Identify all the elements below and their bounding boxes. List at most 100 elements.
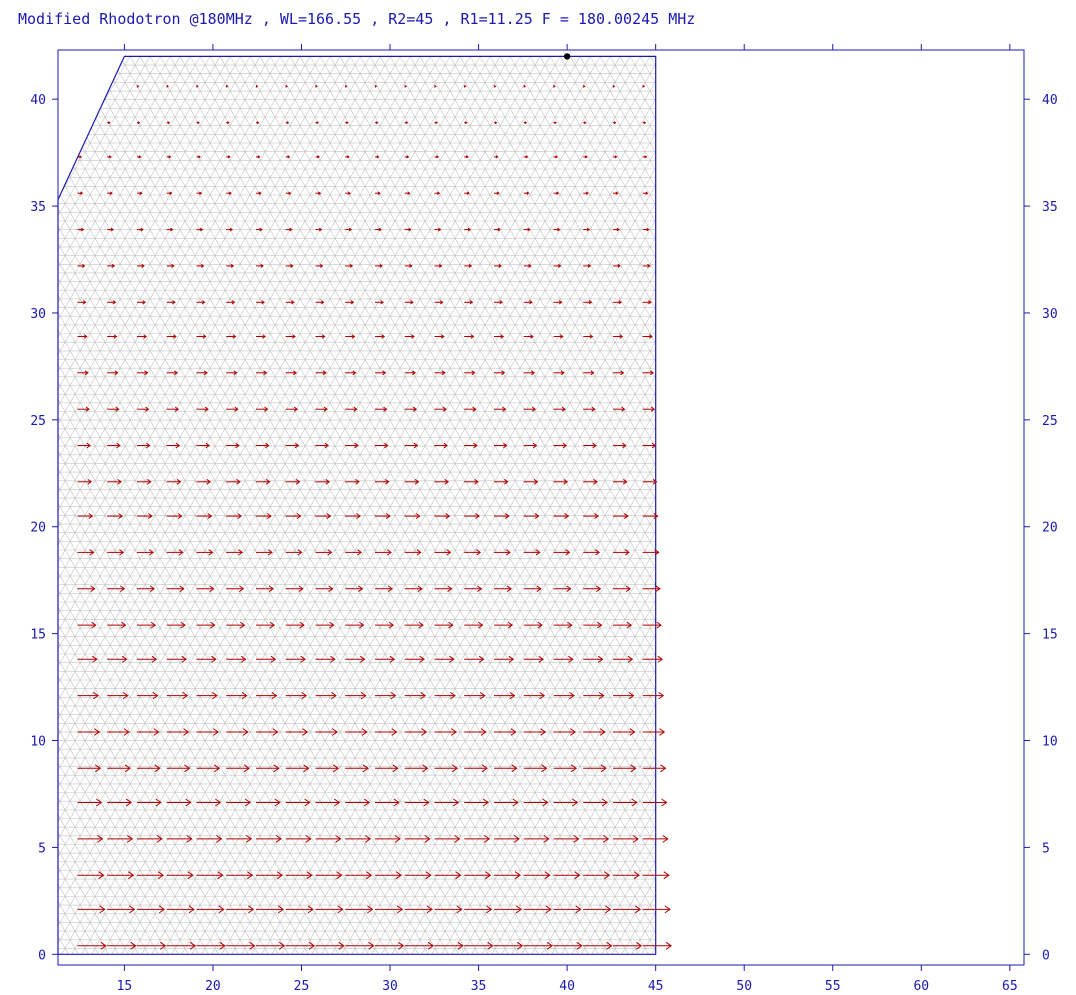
field-arrow (256, 728, 279, 736)
field-arrow (434, 227, 442, 232)
field-arrow (137, 121, 141, 125)
field-arrow (642, 334, 653, 339)
field-arrow (285, 300, 295, 305)
field-arrow (285, 155, 291, 159)
field-arrow (583, 798, 608, 807)
field-arrow (137, 905, 166, 914)
field-arrow (523, 300, 533, 305)
field-arrow (107, 406, 120, 412)
field-arrow (404, 871, 432, 880)
field-arrow (196, 728, 219, 736)
field-arrow (404, 155, 410, 159)
field-arrow (583, 655, 604, 663)
field-arrow (285, 585, 304, 593)
field-arrow (375, 585, 393, 593)
field-arrow (404, 764, 429, 773)
y-tick-label-right: 15 (1042, 628, 1058, 643)
field-arrow (345, 798, 370, 807)
field-arrows (77, 84, 672, 950)
field-arrow (494, 300, 503, 305)
field-arrow (285, 334, 296, 339)
field-arrow (137, 549, 154, 556)
field-arrow (345, 621, 365, 629)
field-arrow (523, 691, 546, 700)
field-arrow (642, 549, 660, 556)
field-arrow (642, 871, 670, 880)
field-arrow (375, 155, 380, 159)
field-arrow (137, 871, 164, 880)
field-arrow (464, 121, 468, 125)
field-arrow (434, 764, 459, 773)
field-arrow (583, 370, 595, 376)
field-arrow (494, 728, 517, 736)
field-arrow (494, 406, 507, 412)
field-arrow (464, 227, 471, 232)
y-tick-label-right: 40 (1042, 93, 1058, 108)
field-arrow (226, 585, 245, 593)
field-arrow (494, 370, 506, 376)
field-arrow (226, 406, 239, 412)
field-arrow (553, 764, 578, 773)
field-arrow (553, 263, 562, 268)
field-arrow (226, 905, 255, 914)
field-arrow (345, 655, 366, 663)
field-arrow (285, 941, 315, 950)
field-arrow (166, 655, 187, 663)
field-arrow (523, 227, 531, 232)
field-arrow (226, 871, 254, 880)
field-arrow (166, 834, 193, 843)
field-arrow (256, 905, 285, 914)
field-arrow (434, 406, 447, 412)
field-arrow (137, 300, 146, 305)
y-tick-label-right: 5 (1042, 841, 1050, 856)
field-arrow (315, 263, 324, 268)
field-arrow (463, 84, 467, 88)
field-arrow (166, 263, 175, 268)
field-arrow (464, 585, 483, 593)
field-arrow (226, 764, 250, 773)
field-arrow (77, 871, 105, 880)
field-arrow (137, 334, 148, 339)
field-arrow (166, 798, 192, 807)
field-arrow (285, 191, 292, 195)
field-arrow (196, 370, 208, 376)
field-arrow (196, 513, 213, 520)
field-arrow (196, 478, 212, 485)
field-arrow (166, 227, 174, 232)
field-arrow (375, 191, 381, 195)
field-arrow (375, 549, 392, 556)
field-arrow (315, 585, 334, 593)
field-arrow (375, 513, 391, 520)
field-arrow (494, 227, 501, 232)
field-arrow (464, 728, 487, 736)
field-arrow (345, 227, 352, 232)
field-arrow (523, 621, 543, 629)
field-arrow (77, 728, 100, 736)
field-arrow (523, 263, 532, 268)
field-arrow (107, 300, 117, 305)
field-arrow (434, 905, 463, 914)
field-arrow (494, 513, 510, 520)
field-arrow (166, 621, 186, 629)
field-arrow (553, 905, 582, 914)
x-tick-label: 50 (736, 979, 752, 994)
field-arrow (434, 585, 453, 593)
field-arrow (226, 300, 236, 305)
field-arrow (583, 121, 587, 125)
field-arrow (494, 191, 500, 195)
field-arrow (196, 585, 215, 593)
field-arrow (613, 227, 620, 232)
field-arrow (345, 300, 355, 305)
field-arrow (315, 334, 326, 339)
field-arrow (77, 478, 93, 485)
field-arrow (523, 905, 552, 914)
field-arrow (494, 691, 516, 700)
field-arrow (77, 155, 82, 159)
field-arrow (256, 227, 263, 232)
field-arrow (375, 691, 397, 700)
field-arrow (642, 406, 656, 412)
field-arrow (613, 370, 625, 376)
field-arrow (166, 728, 190, 736)
field-arrow (77, 798, 103, 807)
field-arrow (553, 227, 561, 232)
